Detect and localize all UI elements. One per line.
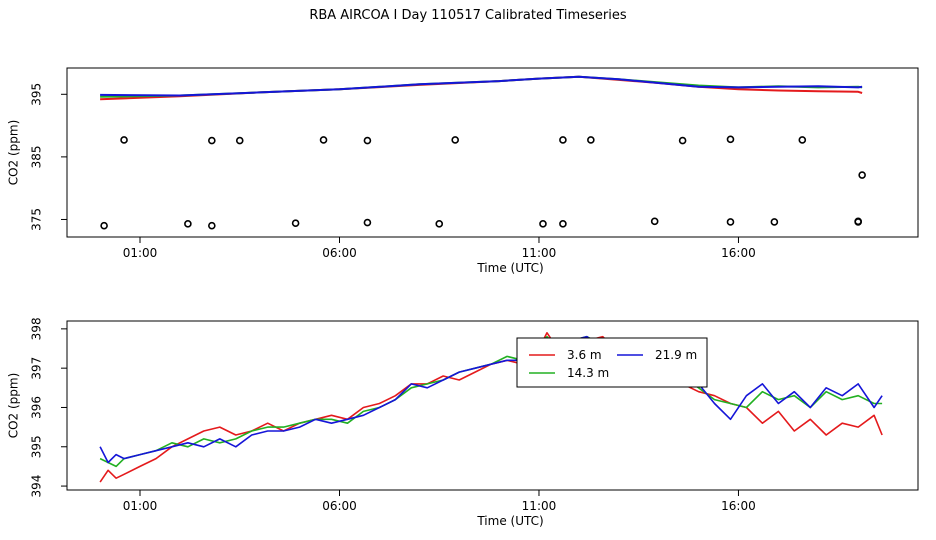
data-point-marker: [364, 138, 370, 144]
data-point-marker: [560, 221, 566, 227]
y-tick-label: 396: [30, 396, 44, 419]
data-point-marker: [185, 221, 191, 227]
data-point-marker: [652, 218, 658, 224]
x-tick-label: 16:00: [721, 246, 756, 260]
y-tick-label: 394: [30, 475, 44, 498]
x-tick-label: 06:00: [322, 246, 357, 260]
data-point-marker: [121, 137, 127, 143]
y-tick-label: 385: [30, 145, 44, 168]
data-point-marker: [321, 137, 327, 143]
x-tick-label: 11:00: [522, 499, 557, 513]
data-point-marker: [209, 223, 215, 229]
data-point-marker: [452, 137, 458, 143]
plot-frame: [67, 321, 918, 490]
x-tick-label: 06:00: [322, 499, 357, 513]
y-axis-label: CO2 (ppm): [7, 120, 21, 186]
data-point-marker: [771, 219, 777, 225]
data-point-marker: [209, 138, 215, 144]
x-tick-label: 01:00: [123, 499, 158, 513]
y-tick-label: 397: [30, 357, 44, 380]
legend-box: [517, 338, 707, 387]
data-point-marker: [540, 221, 546, 227]
plot-panel-1: [61, 68, 918, 243]
data-point-marker: [364, 220, 370, 226]
series-line-21-9-m: [100, 337, 882, 463]
data-point-marker: [101, 223, 107, 229]
y-tick-label: 395: [30, 83, 44, 106]
x-tick-label: 11:00: [522, 246, 557, 260]
plot-panel-2: [61, 321, 918, 496]
x-axis-label: Time (UTC): [476, 261, 543, 275]
data-point-marker: [799, 137, 805, 143]
data-point-marker: [859, 172, 865, 178]
data-point-marker: [237, 138, 243, 144]
plot-frame: [67, 68, 918, 237]
x-axis-label: Time (UTC): [476, 514, 543, 528]
data-point-marker: [436, 221, 442, 227]
series-line-3-6-m: [100, 333, 882, 482]
y-tick-label: 375: [30, 208, 44, 231]
data-point-marker: [680, 138, 686, 144]
y-tick-label: 395: [30, 435, 44, 458]
series-line-14-3-m: [100, 337, 882, 467]
legend-label: 21.9 m: [655, 348, 697, 362]
data-point-marker: [293, 220, 299, 226]
y-tick-label: 398: [30, 317, 44, 340]
data-point-marker: [727, 136, 733, 142]
x-tick-label: 16:00: [721, 499, 756, 513]
legend-label: 14.3 m: [567, 366, 609, 380]
y-axis-label: CO2 (ppm): [7, 373, 21, 439]
data-point-marker: [560, 137, 566, 143]
legend-label: 3.6 m: [567, 348, 602, 362]
data-point-marker: [588, 137, 594, 143]
data-point-marker: [727, 219, 733, 225]
x-tick-label: 01:00: [123, 246, 158, 260]
